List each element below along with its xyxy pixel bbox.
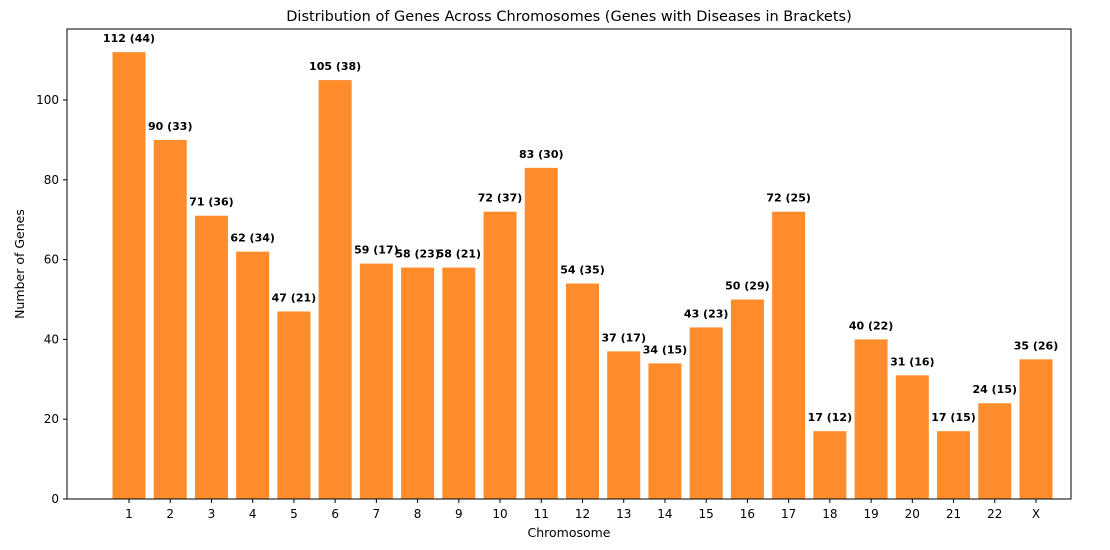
y-tick-label: 60 xyxy=(44,253,59,267)
y-axis-label: Number of Genes xyxy=(12,209,27,319)
x-tick-label: 22 xyxy=(987,507,1002,521)
data-label: 37 (17) xyxy=(601,331,646,344)
data-label: 24 (15) xyxy=(973,383,1018,396)
bar-19 xyxy=(854,339,888,499)
bar-3 xyxy=(194,215,228,499)
y-tick-label: 80 xyxy=(44,173,59,187)
x-tick-label: 18 xyxy=(822,507,837,521)
bar-15 xyxy=(689,327,723,499)
plot-frame xyxy=(66,28,1072,500)
x-axis-label: Chromosome xyxy=(527,525,610,540)
x-tick-label: 14 xyxy=(657,507,672,521)
data-label: 50 (29) xyxy=(725,280,770,293)
x-tick-label: 17 xyxy=(781,507,796,521)
data-label: 72 (25) xyxy=(766,192,811,205)
x-tick-label: 7 xyxy=(373,507,381,521)
bar-7 xyxy=(359,263,393,499)
x-tick-label: 19 xyxy=(863,507,878,521)
x-tick-label: 2 xyxy=(166,507,174,521)
x-tick-label: 6 xyxy=(331,507,339,521)
data-label: 72 (37) xyxy=(478,192,523,205)
data-label: 34 (15) xyxy=(643,343,688,356)
data-label: 17 (15) xyxy=(931,411,976,424)
data-label: 105 (38) xyxy=(309,60,361,73)
data-label: 47 (21) xyxy=(272,291,317,304)
bar-14 xyxy=(648,363,682,499)
bar-21 xyxy=(937,431,971,499)
x-tick-label: 8 xyxy=(414,507,422,521)
bar-6 xyxy=(318,80,352,499)
data-label: 58 (23) xyxy=(395,248,440,261)
data-label: 17 (12) xyxy=(808,411,853,424)
x-tick-label: 21 xyxy=(946,507,961,521)
x-tick-label: 20 xyxy=(905,507,920,521)
data-label: 43 (23) xyxy=(684,307,729,320)
bar-11 xyxy=(524,167,558,499)
x-tick-label: 3 xyxy=(208,507,216,521)
data-label: 40 (22) xyxy=(849,319,894,332)
data-label: 54 (35) xyxy=(560,264,605,277)
bar-X xyxy=(1019,359,1053,499)
bar-18 xyxy=(813,431,847,499)
y-tick-label: 100 xyxy=(36,93,59,107)
y-tick-label: 40 xyxy=(44,332,59,346)
data-label: 62 (34) xyxy=(230,232,275,245)
bar-20 xyxy=(895,375,929,499)
y-tick-label: 20 xyxy=(44,412,59,426)
x-tick-label: 4 xyxy=(249,507,257,521)
x-tick-label: X xyxy=(1032,507,1040,521)
x-tick-label: 15 xyxy=(699,507,714,521)
data-label: 58 (21) xyxy=(437,248,482,261)
data-label: 31 (16) xyxy=(890,355,935,368)
bar-16 xyxy=(730,299,764,499)
data-label: 112 (44) xyxy=(103,32,155,45)
x-tick-label: 16 xyxy=(740,507,755,521)
bar-4 xyxy=(236,251,270,499)
data-label: 83 (30) xyxy=(519,148,564,161)
x-tick-label: 12 xyxy=(575,507,590,521)
chart-title: Distribution of Genes Across Chromosomes… xyxy=(286,9,852,25)
data-label: 59 (17) xyxy=(354,244,399,257)
bar-10 xyxy=(483,211,517,499)
x-tick-label: 11 xyxy=(534,507,549,521)
data-label: 35 (26) xyxy=(1014,339,1059,352)
x-tick-label: 13 xyxy=(616,507,631,521)
bar-9 xyxy=(442,267,476,499)
bar-22 xyxy=(978,403,1012,499)
bar-8 xyxy=(401,267,435,499)
data-label: 90 (33) xyxy=(148,120,193,133)
bar-5 xyxy=(277,311,311,499)
data-label: 71 (36) xyxy=(189,196,234,209)
x-tick-label: 5 xyxy=(290,507,298,521)
x-tick-label: 1 xyxy=(125,507,133,521)
bar-12 xyxy=(565,283,599,499)
x-tick-label: 9 xyxy=(455,507,463,521)
bar-2 xyxy=(153,139,187,499)
x-tick-label: 10 xyxy=(492,507,507,521)
bar-13 xyxy=(607,351,641,499)
y-tick-label: 0 xyxy=(51,492,59,506)
bar-1 xyxy=(112,52,146,499)
bar-17 xyxy=(772,211,806,499)
